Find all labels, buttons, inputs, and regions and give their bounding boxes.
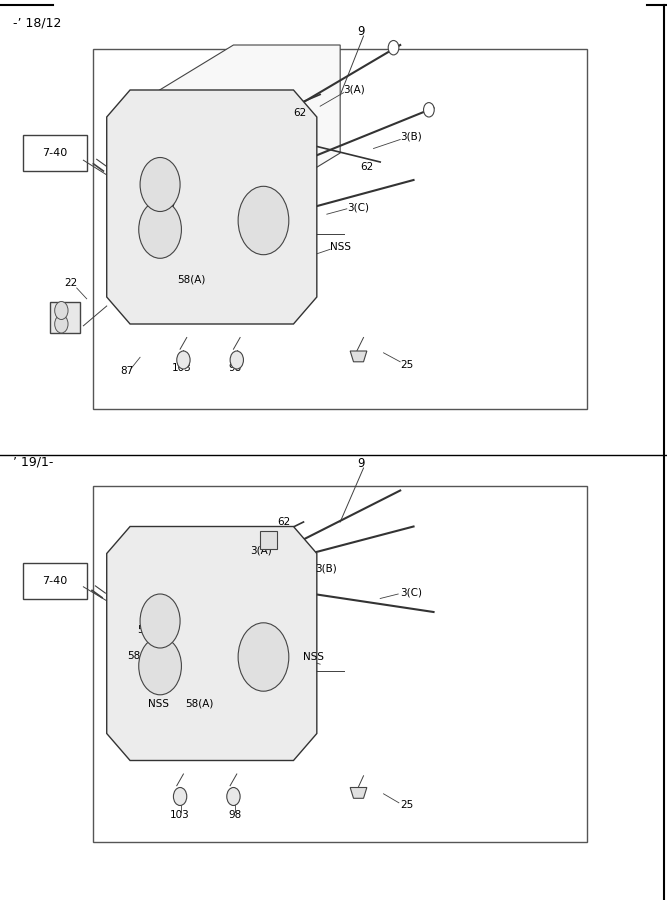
Text: 25: 25 [400, 800, 414, 811]
Circle shape [227, 788, 240, 806]
Text: 3(A): 3(A) [250, 545, 272, 556]
Bar [260, 531, 277, 549]
Circle shape [140, 594, 180, 648]
Circle shape [55, 302, 68, 319]
Circle shape [139, 201, 181, 258]
Text: 3(C): 3(C) [400, 587, 422, 598]
Text: 22: 22 [65, 278, 78, 289]
Bar [93, 50, 587, 410]
FancyBboxPatch shape [23, 135, 87, 171]
Text: 58(A): 58(A) [147, 197, 175, 208]
Polygon shape [50, 302, 80, 333]
Text: 62: 62 [360, 161, 374, 172]
Circle shape [230, 351, 243, 369]
Text: -’ 18/12: -’ 18/12 [13, 16, 62, 29]
Text: 87: 87 [120, 365, 133, 376]
Text: NSS: NSS [330, 242, 351, 253]
Polygon shape [350, 788, 367, 798]
Text: NSS: NSS [148, 698, 169, 709]
Circle shape [177, 351, 190, 369]
FancyBboxPatch shape [23, 562, 87, 598]
Circle shape [55, 315, 68, 333]
Text: 58(A): 58(A) [185, 698, 214, 709]
Text: 7-40: 7-40 [42, 575, 67, 586]
Text: 62: 62 [293, 107, 307, 118]
Text: 58(A): 58(A) [137, 625, 165, 635]
Bar [93, 486, 587, 842]
Circle shape [173, 788, 187, 806]
Text: 103: 103 [170, 809, 190, 820]
Text: 3(B): 3(B) [400, 131, 422, 142]
Text: 103: 103 [172, 363, 192, 374]
Circle shape [388, 40, 399, 55]
Text: 58(A): 58(A) [177, 274, 205, 284]
Text: 58(B): 58(B) [127, 650, 155, 661]
Text: NSS: NSS [303, 652, 324, 662]
Text: 58(B): 58(B) [137, 221, 165, 232]
Polygon shape [350, 351, 367, 362]
Text: 3(B): 3(B) [315, 563, 338, 574]
Circle shape [140, 158, 180, 212]
Text: 7-40: 7-40 [42, 148, 67, 158]
Text: 37: 37 [148, 675, 161, 686]
Text: 9: 9 [357, 25, 364, 38]
Circle shape [139, 637, 181, 695]
Polygon shape [130, 216, 233, 252]
Text: 3(C): 3(C) [347, 202, 369, 212]
Text: 98: 98 [228, 363, 241, 374]
Text: 3(A): 3(A) [344, 85, 366, 95]
Circle shape [238, 186, 289, 255]
Text: ’ 19/1-: ’ 19/1- [13, 455, 54, 468]
Circle shape [238, 623, 289, 691]
Text: 25: 25 [400, 359, 414, 370]
Text: 9: 9 [357, 457, 364, 470]
Polygon shape [130, 45, 340, 216]
Text: 98: 98 [228, 809, 241, 820]
Circle shape [424, 103, 434, 117]
Text: 62: 62 [277, 517, 290, 527]
Text: 37: 37 [157, 247, 170, 257]
Polygon shape [107, 90, 317, 324]
Polygon shape [107, 526, 317, 760]
